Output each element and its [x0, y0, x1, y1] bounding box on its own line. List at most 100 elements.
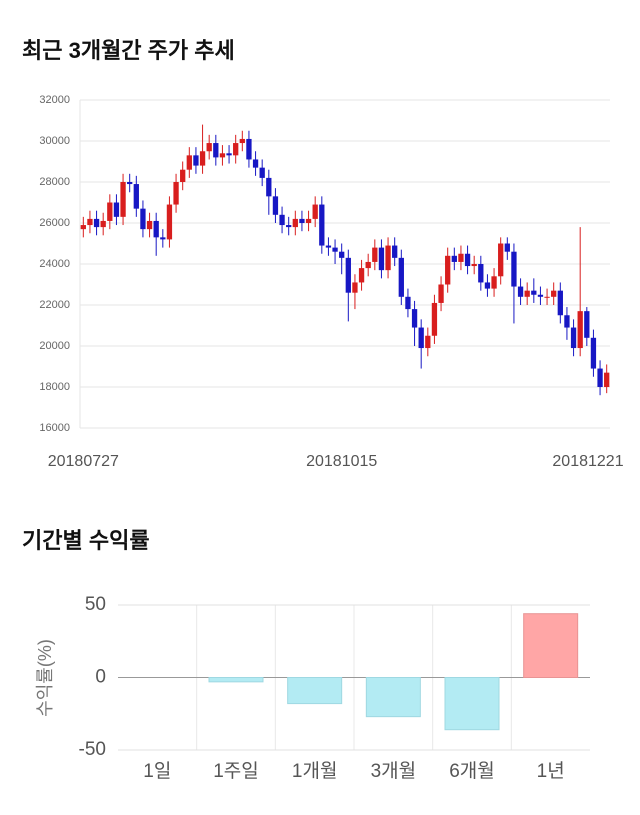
candle-body [590, 337, 597, 369]
x-tick-label: 20181015 [306, 453, 377, 470]
candle-body [319, 204, 325, 246]
candle-body [577, 311, 583, 349]
candle-body [279, 214, 285, 226]
x-tick-label: 6개월 [449, 760, 495, 782]
candle-body [398, 257, 404, 297]
candle-body [425, 335, 431, 349]
candle-body [557, 290, 563, 316]
x-tick-label: 1개월 [292, 760, 338, 782]
candle-body [325, 245, 332, 248]
candle-body [445, 255, 451, 285]
candle-body [305, 218, 312, 223]
candle-body [286, 225, 292, 228]
x-tick-label: 1년 [537, 760, 565, 782]
candle-body [451, 255, 457, 262]
y-tick-label: 18000 [39, 381, 70, 393]
candle-body [312, 204, 318, 219]
candle-body [133, 184, 139, 209]
bar [523, 613, 579, 679]
candle-body [153, 220, 159, 238]
y-tick-label: 26000 [39, 217, 70, 229]
candle-body [299, 218, 305, 223]
chart-title: 기간별 수익률 [22, 528, 150, 553]
candle-body [564, 315, 570, 328]
candle-body [458, 253, 464, 262]
candle-body [431, 302, 438, 336]
x-tick-label: 1일 [143, 760, 171, 782]
candle-body [292, 218, 298, 228]
candle-body [471, 264, 477, 267]
bar [444, 677, 500, 731]
candle-body [180, 169, 186, 182]
candle-body [504, 243, 510, 252]
bar [208, 677, 264, 683]
candle-body [597, 368, 603, 387]
x-tick-label: 1주일 [213, 760, 259, 782]
x-tick-label: 20180727 [48, 453, 119, 470]
candle-body [206, 143, 212, 152]
candle-body [239, 138, 245, 144]
y-tick-label: 24000 [39, 258, 70, 270]
y-tick-label: 32000 [39, 94, 70, 106]
candle-body [219, 153, 226, 158]
candle-body [352, 282, 358, 293]
candle-body [199, 151, 206, 166]
candle-body [524, 290, 530, 297]
y-axis-label: 수익률(%) [35, 639, 55, 717]
candle-body [570, 327, 577, 349]
candle-body [531, 290, 537, 295]
candle-body [411, 309, 418, 328]
y-tick-label: 20000 [39, 340, 70, 352]
candle-body [259, 167, 265, 178]
candle-body [87, 218, 93, 226]
candle-body [100, 220, 106, 228]
y-tick-label: 50 [85, 594, 106, 615]
candle-body [365, 261, 371, 269]
candle-body [146, 220, 153, 230]
candle-body [160, 237, 166, 240]
candle-body [332, 247, 338, 252]
candle-body [127, 182, 133, 185]
y-tick-label: 16000 [39, 422, 70, 434]
candle-body [339, 251, 345, 258]
candle-body [511, 251, 517, 287]
candle-body [113, 202, 120, 217]
candle-body [484, 282, 491, 289]
candle-body [464, 253, 471, 267]
candle-body [120, 182, 126, 217]
candle-body [544, 296, 550, 298]
candle-body [266, 177, 272, 197]
candle-body [186, 155, 192, 170]
y-tick-label: -50 [79, 739, 106, 760]
candle-body [537, 294, 544, 297]
candle-body [392, 245, 398, 258]
bar [287, 677, 343, 705]
y-tick-label: 28000 [39, 176, 70, 188]
candle-body [140, 208, 146, 230]
candle-body [478, 264, 484, 283]
candle-body [80, 225, 86, 230]
candle-body [345, 257, 351, 293]
candle-body [166, 204, 173, 240]
candle-body [378, 247, 385, 271]
candle-body [438, 284, 444, 303]
bar [365, 677, 421, 718]
candle-body [213, 143, 219, 158]
candle-body [491, 276, 497, 289]
candle-body [226, 153, 232, 156]
x-tick-label: 3개월 [371, 760, 417, 782]
candle-body [173, 182, 179, 205]
candle-body [498, 243, 504, 277]
candle-body [385, 245, 391, 271]
candle-body [193, 155, 199, 166]
candle-body [517, 286, 524, 297]
y-tick-label: 0 [95, 667, 106, 688]
x-tick-label: 20181221 [552, 453, 623, 470]
candle-body [358, 268, 365, 283]
candle-body [418, 327, 424, 349]
candle-body [584, 311, 590, 338]
candle-body [252, 159, 259, 168]
candle-body [107, 202, 113, 221]
